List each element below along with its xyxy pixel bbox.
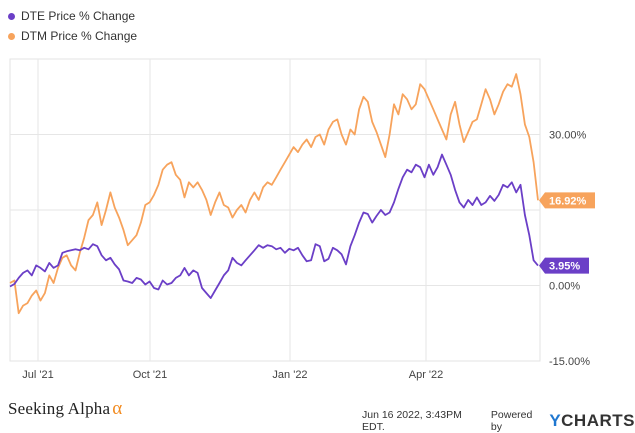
timestamp: Jun 16 2022, 3:43PM EDT. xyxy=(362,409,462,433)
brand-name: Seeking Alpha xyxy=(8,399,111,418)
ycharts-logo[interactable]: YCHARTS xyxy=(549,411,635,431)
series-line-dtm xyxy=(9,73,539,315)
end-label-dte-text: 3.95% xyxy=(549,261,580,273)
x-tick-label: Jul '21 xyxy=(22,369,53,381)
end-label-dtm-badge xyxy=(539,192,595,209)
legend-dot-dtm-icon xyxy=(8,32,15,40)
y-tick-label: -15.00% xyxy=(549,356,590,368)
seeking-alpha-logo: Seeking Alpha α xyxy=(8,398,122,420)
end-label-dtm: 16.92% xyxy=(539,192,595,209)
legend-item-dte[interactable]: DTE Price % Change xyxy=(8,6,137,26)
x-tick-label: Oct '21 xyxy=(133,369,168,381)
legend: DTE Price % Change DTM Price % Change xyxy=(8,6,137,46)
ycharts-y-icon: Y xyxy=(549,411,562,430)
legend-item-dtm[interactable]: DTM Price % Change xyxy=(8,26,137,46)
ycharts-wordmark: CHARTS xyxy=(561,411,635,430)
x-tick-label: Apr '22 xyxy=(409,369,444,381)
y-tick-label: 0.00% xyxy=(549,281,580,293)
powered-by-text: Powered by xyxy=(490,409,533,433)
x-tick-label: Jan '22 xyxy=(272,369,307,381)
legend-label-dtm: DTM Price % Change xyxy=(21,29,138,43)
series-line-dte xyxy=(9,153,539,300)
end-label-dtm-text: 16.92% xyxy=(549,195,587,207)
y-tick-label: 30.00% xyxy=(549,130,587,142)
legend-dot-dte-icon xyxy=(8,12,15,20)
alpha-symbol-icon: α xyxy=(112,398,123,419)
end-label-dte-badge xyxy=(539,257,589,274)
legend-label-dte: DTE Price % Change xyxy=(21,9,136,23)
footer-attribution: Jun 16 2022, 3:43PM EDT. Powered by YCHA… xyxy=(362,409,635,433)
end-label-dte: 3.95% xyxy=(539,257,589,274)
